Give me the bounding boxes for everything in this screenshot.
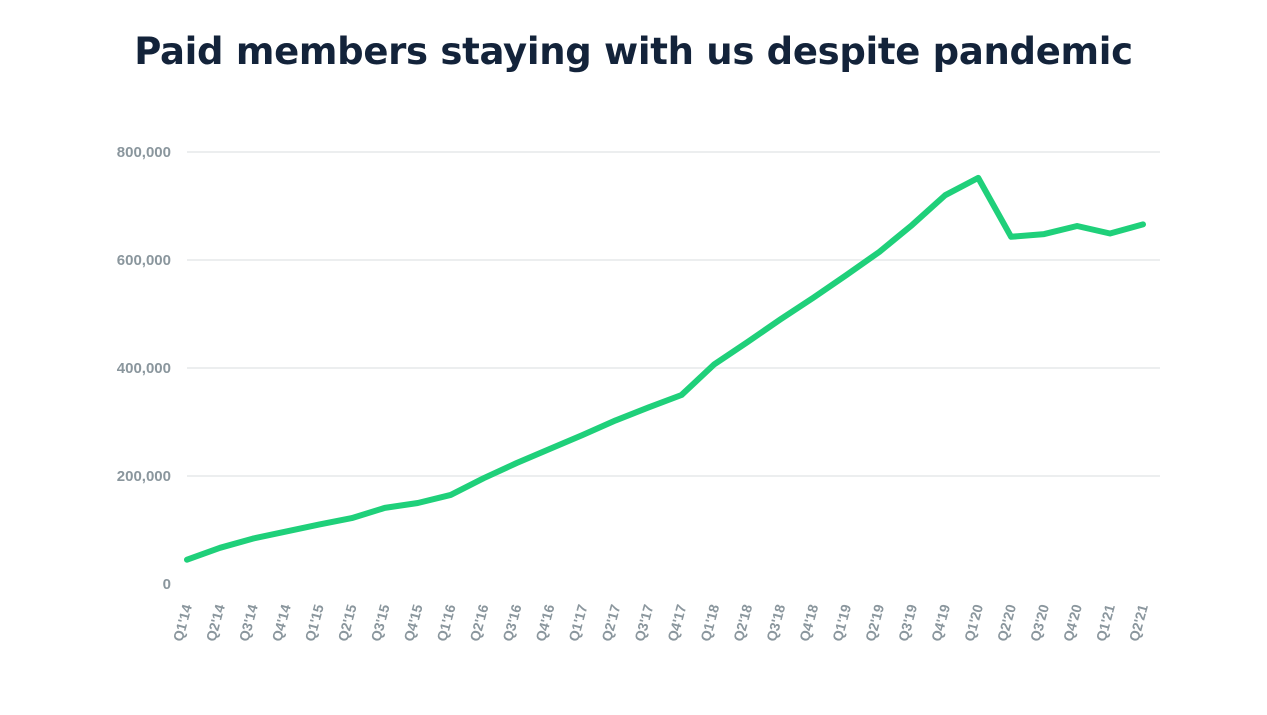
x-tick-label: Q4'16	[532, 602, 557, 643]
x-tick-label: Q4'20	[1060, 602, 1085, 643]
x-tick-label: Q3'14	[236, 602, 261, 643]
y-axis: 0 200,000 400,000 600,000 800,000	[117, 144, 171, 593]
x-tick-label: Q1'18	[697, 602, 722, 643]
chart-title: Paid members staying with us despite pan…	[134, 30, 1133, 73]
x-tick-label: Q2'20	[994, 602, 1019, 643]
x-tick-label: Q1'17	[565, 602, 590, 643]
x-tick-label: Q1'14	[170, 602, 195, 643]
x-tick-label: Q3'18	[763, 602, 788, 643]
x-tick-label: Q3'17	[631, 602, 656, 643]
x-tick-label: Q4'15	[400, 602, 425, 643]
x-tick-label: Q2'16	[466, 602, 491, 643]
x-tick-label: Q1'20	[961, 602, 986, 643]
x-axis: Q1'14 Q2'14 Q3'14 Q4'14 Q1'15 Q2'15 Q3'15 Q4'15…	[170, 602, 1151, 643]
x-tick-label: Q3'15	[368, 602, 393, 643]
x-tick-label: Q1'16	[433, 602, 458, 643]
x-tick-label: Q4'19	[928, 602, 953, 643]
x-tick-label: Q2'19	[862, 602, 887, 643]
x-tick-label: Q2'14	[203, 602, 228, 643]
x-tick-label: Q2'21	[1126, 602, 1151, 643]
y-tick-label: 0	[163, 576, 171, 593]
series	[184, 174, 1146, 563]
x-tick-label: Q1'15	[302, 602, 327, 643]
x-tick-label: Q4'18	[796, 602, 821, 643]
x-tick-label: Q1'19	[829, 602, 854, 643]
y-tick-label: 800,000	[117, 144, 171, 161]
x-tick-label: Q2'17	[598, 602, 623, 643]
x-tick-label: Q4'17	[664, 602, 689, 643]
x-tick-label: Q4'14	[269, 602, 294, 643]
x-tick-label: Q2'18	[730, 602, 755, 643]
x-tick-label: Q1'21	[1093, 602, 1118, 643]
y-tick-label: 600,000	[117, 252, 171, 269]
x-tick-label: Q3'19	[895, 602, 920, 643]
x-tick-label: Q2'15	[335, 602, 360, 643]
x-tick-label: Q3'20	[1027, 602, 1052, 643]
series-line	[184, 174, 1146, 563]
y-tick-label: 200,000	[117, 468, 171, 485]
x-tick-label: Q3'16	[499, 602, 524, 643]
gridlines	[187, 151, 1160, 477]
y-tick-label: 400,000	[117, 360, 171, 377]
